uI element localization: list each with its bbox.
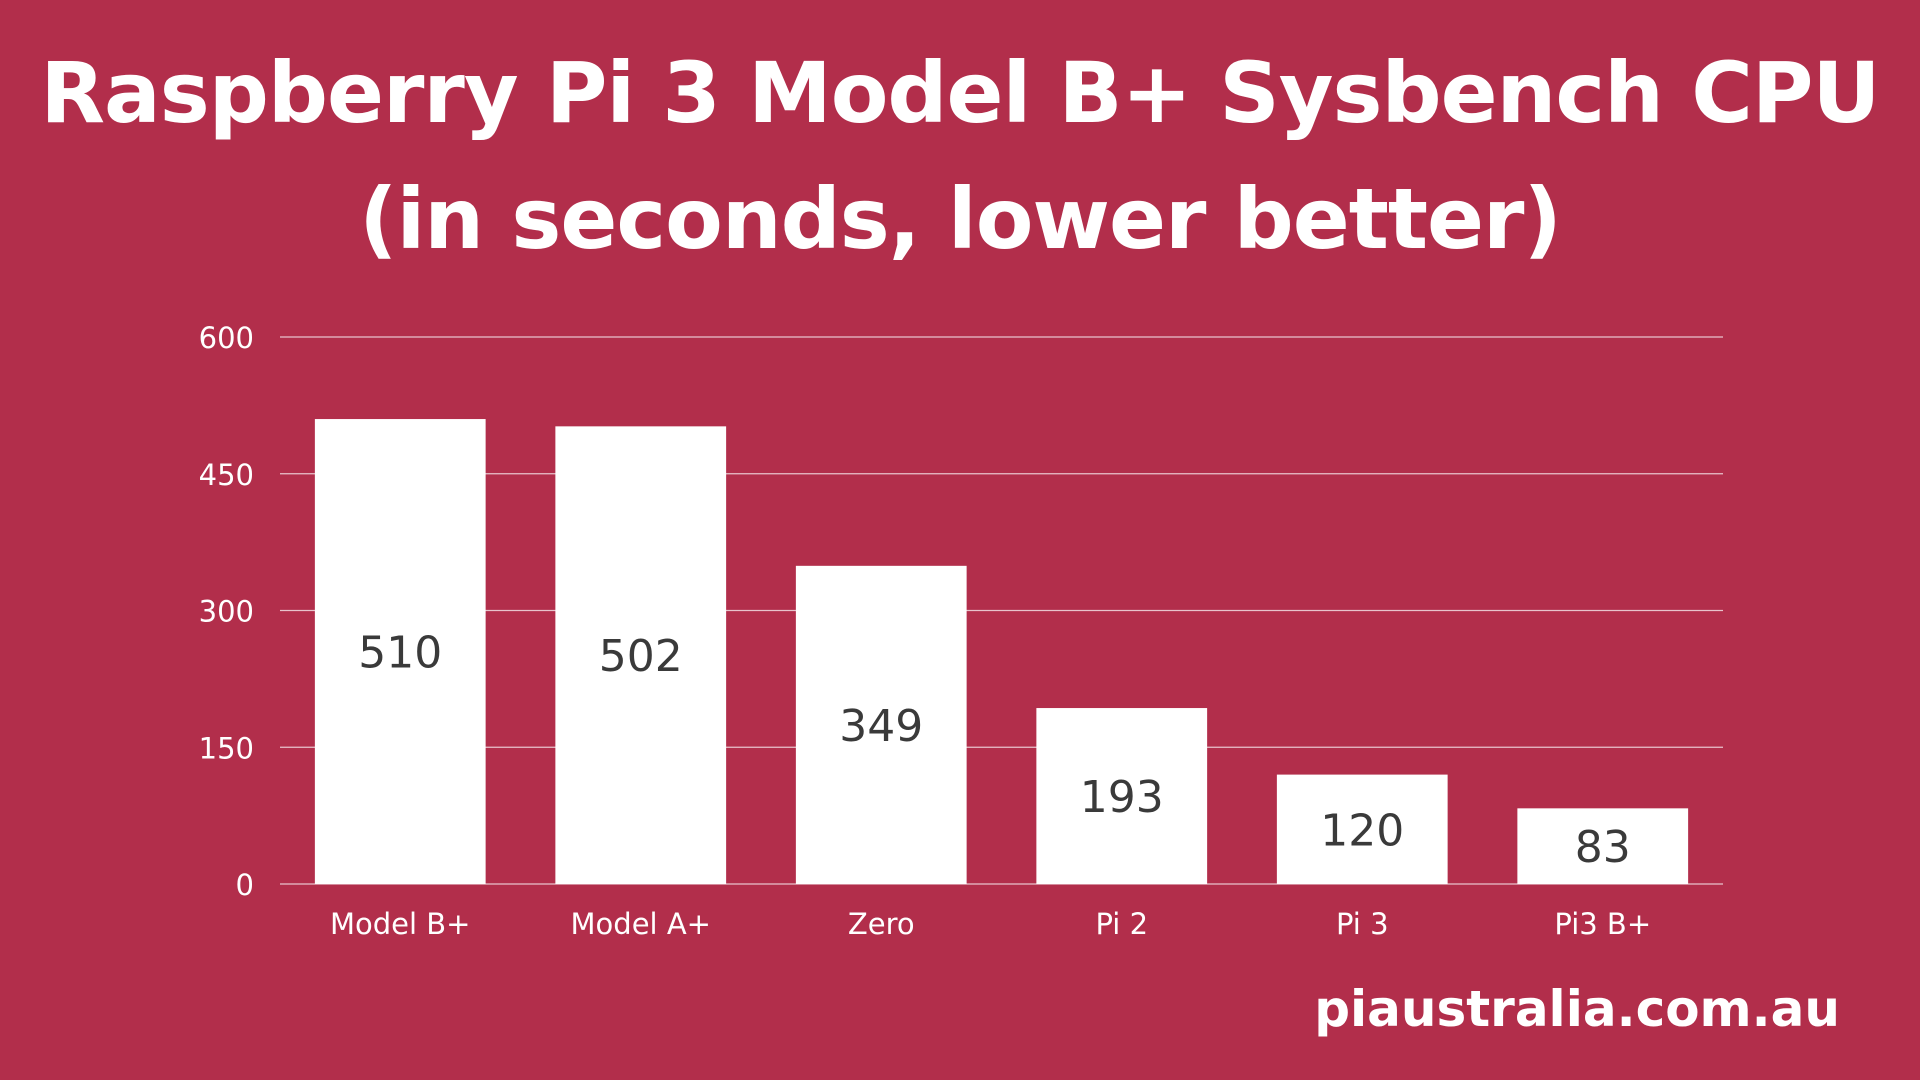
bar-value-label: 502	[599, 631, 683, 682]
y-tick-label: 300	[199, 595, 254, 629]
y-tick-label: 600	[199, 321, 254, 355]
x-tick-label: Pi3 B+	[1554, 907, 1651, 941]
chart-title-line2: (in seconds, lower better)	[359, 170, 1562, 268]
bar	[314, 419, 486, 884]
website-watermark: piaustralia.com.au	[1314, 980, 1840, 1038]
y-tick-label: 0	[236, 868, 254, 902]
bar	[555, 426, 727, 884]
bar	[1036, 708, 1208, 884]
bar-value-label: 510	[358, 628, 442, 679]
chart-title-line1: Raspberry Pi 3 Model B+ Sysbench CPU	[40, 44, 1880, 142]
y-tick-label: 450	[199, 458, 254, 492]
bar	[795, 565, 967, 884]
chart-title: Raspberry Pi 3 Model B+ Sysbench CPU (in…	[0, 30, 1920, 282]
x-tick-label: Model B+	[330, 907, 470, 941]
y-tick-label: 150	[199, 731, 254, 765]
x-tick-label: Pi 2	[1095, 907, 1148, 941]
bar-value-label: 120	[1320, 805, 1404, 856]
bar-value-label: 193	[1080, 772, 1164, 823]
bar	[1276, 774, 1448, 884]
x-tick-label: Model A+	[571, 907, 711, 941]
x-tick-label: Zero	[848, 907, 915, 941]
bar-value-label: 349	[839, 701, 923, 752]
x-tick-label: Pi 3	[1336, 907, 1389, 941]
bar	[1517, 808, 1689, 884]
bar-value-label: 83	[1575, 822, 1631, 873]
